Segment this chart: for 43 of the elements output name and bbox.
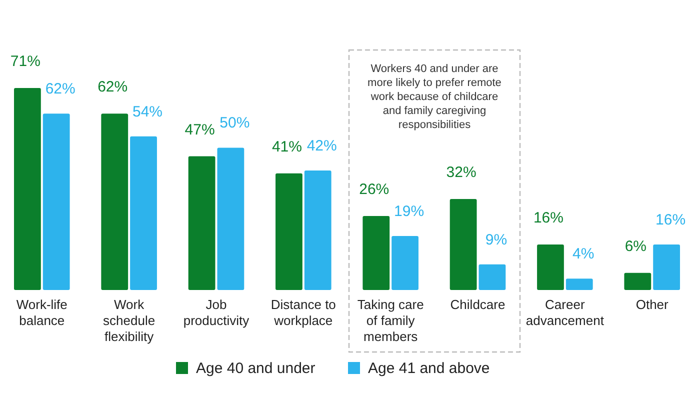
bar	[42, 114, 70, 290]
data-label: 19%	[394, 202, 424, 220]
bar	[217, 148, 244, 290]
x-tick-label: Career advancement	[526, 297, 604, 328]
x-tick-label: Taking care of family members	[357, 297, 424, 344]
bar	[566, 278, 593, 290]
bar	[276, 173, 302, 290]
data-label: 62%	[45, 80, 76, 98]
bar	[304, 170, 332, 290]
data-label: 9%	[485, 231, 508, 248]
data-label: 16%	[656, 211, 686, 228]
bar	[392, 236, 418, 290]
x-tick-label: Other	[636, 297, 670, 312]
x-tick-label: Work-life balance	[16, 297, 68, 328]
bar	[130, 136, 157, 290]
bar	[362, 216, 390, 290]
data-label: 41%	[272, 138, 302, 156]
bar	[14, 88, 41, 290]
data-label: 62%	[98, 78, 128, 96]
bar	[478, 264, 506, 290]
data-label: 42%	[306, 138, 337, 155]
bar	[624, 272, 652, 290]
data-label: 26%	[359, 181, 390, 198]
legend-label: Age 41 and above	[368, 360, 490, 377]
annotation: Workers 40 and under are more likely to prefer remote work because of childcare and family caregiving responsibilities	[368, 63, 502, 131]
bar	[188, 156, 216, 290]
data-label: 50%	[220, 114, 250, 132]
bar	[450, 198, 477, 290]
data-label: 32%	[446, 164, 476, 181]
data-label: 6%	[624, 238, 646, 255]
legend-label: Age 40 and under	[196, 360, 316, 377]
x-tick-label: Work schedule flexibility	[103, 297, 156, 344]
x-tick-label: Job productivity	[183, 297, 250, 328]
data-label: 16%	[533, 209, 564, 226]
data-label: 47%	[184, 121, 215, 138]
data-label: 4%	[572, 246, 594, 263]
data-label: 54%	[132, 103, 163, 120]
x-tick-label: Distance to workplace	[270, 297, 336, 328]
x-tick-label: Childcare	[450, 297, 506, 312]
bar	[101, 114, 128, 290]
data-label: 71%	[10, 53, 40, 70]
bar	[537, 244, 564, 290]
bar	[653, 244, 680, 290]
